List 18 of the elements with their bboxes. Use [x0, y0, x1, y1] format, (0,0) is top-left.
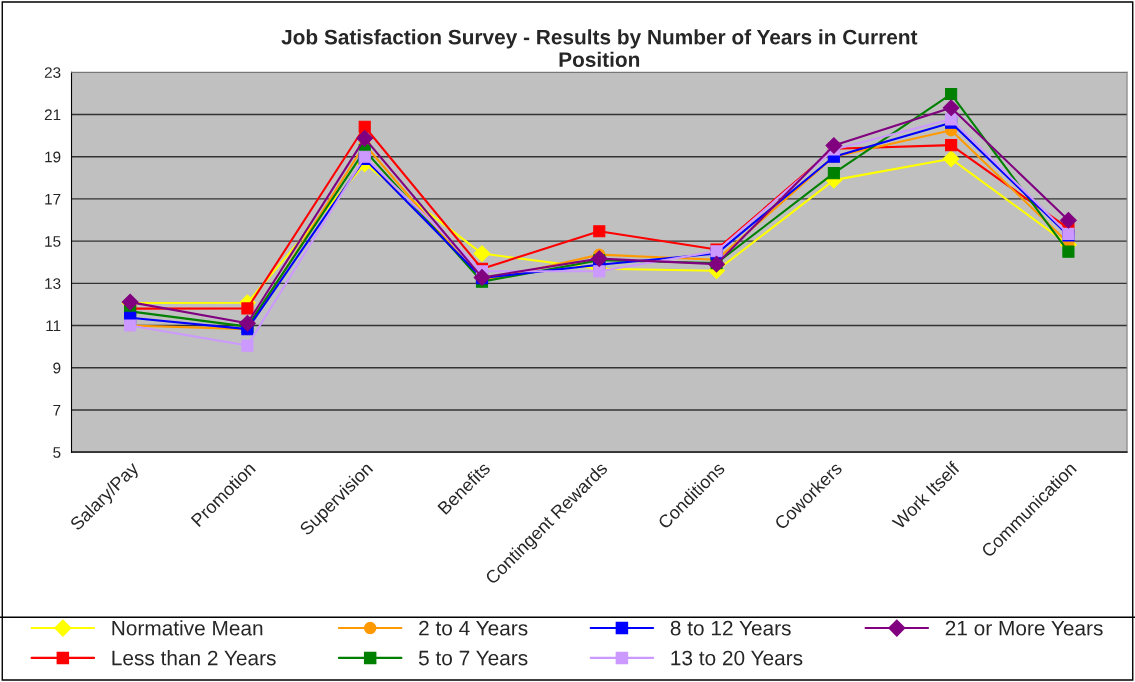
y-tick-label: 13	[45, 278, 61, 290]
legend-label: Less than 2 Years	[112, 650, 276, 666]
legend-label: 8 to 12 Years	[670, 620, 791, 636]
y-tick-label: 9	[53, 362, 61, 374]
chart-title: Job Satisfaction Survey - Results by Number of Years in Current Position	[281, 29, 918, 67]
legend-label: 5 to 7 Years	[418, 650, 528, 666]
legend-label: 21 or More Years	[945, 620, 1103, 636]
y-tick-label: 11	[46, 320, 61, 332]
legend-label: Normative Mean	[112, 620, 263, 636]
y-tick-label: 17	[45, 193, 61, 205]
y-tick-label: 7	[53, 404, 61, 416]
y-tick-label: 21	[44, 109, 61, 121]
y-tick-label: 5	[53, 447, 61, 458]
y-tick-label: 23	[44, 67, 61, 78]
legend-label: 2 to 4 Years	[419, 620, 528, 636]
legend-label: 13 to 20 Years	[671, 650, 803, 666]
y-tick-label: 15	[45, 236, 61, 247]
y-tick-label: 19	[45, 151, 61, 163]
